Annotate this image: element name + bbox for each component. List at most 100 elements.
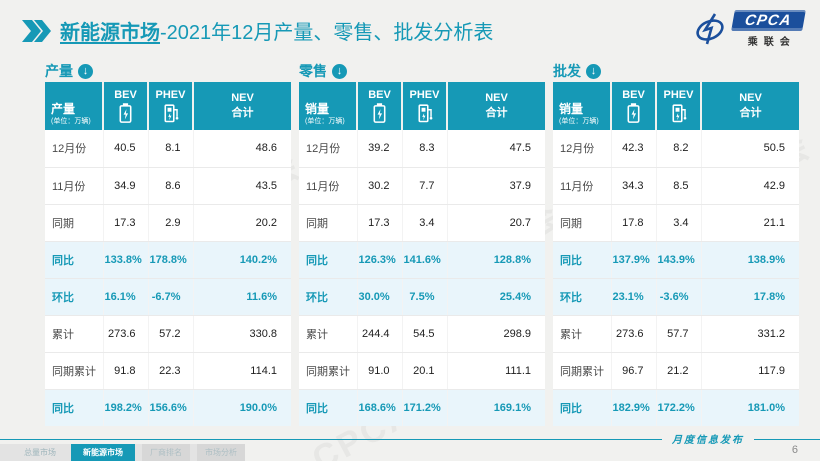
row-value: 17.8 — [611, 204, 657, 242]
footer-note: 月度信息发布 — [662, 431, 754, 446]
row-value: 48.6 — [193, 130, 291, 168]
row-label: 同期累计 — [45, 352, 104, 390]
row-value: 42.9 — [701, 167, 799, 205]
table-row: 同比 126.3% 141.6% 128.8% — [299, 241, 545, 279]
table-header-nev: NEV 合计 — [447, 82, 545, 130]
data-table: 产量 (单位：万辆) BEV — [45, 82, 291, 426]
table-row: 同期累计 96.7 21.2 117.9 — [553, 352, 799, 390]
table-section: 批发 ↓ 销量 (单位：万辆) BEV — [553, 60, 799, 426]
row-label: 同比 — [299, 241, 358, 279]
row-value: 17.3 — [103, 204, 149, 242]
table-row: 同比 168.6% 171.2% 169.1% — [299, 389, 545, 426]
col-bev-label: BEV — [622, 88, 645, 101]
row-label: 环比 — [45, 278, 104, 316]
col-nev-line1: NEV — [485, 92, 508, 105]
row-label: 累计 — [299, 315, 358, 353]
row-value: 47.5 — [447, 130, 545, 168]
row-value: 91.8 — [103, 352, 149, 390]
footer-divider — [0, 439, 820, 440]
page-title: 新能源市场-2021年12月产量、零售、批发分析表 — [60, 16, 493, 45]
row-value: 20.1 — [402, 352, 448, 390]
circle-down-arrow-icon: ↓ — [78, 63, 93, 79]
row-value: 298.9 — [447, 315, 545, 353]
row-value: 57.7 — [656, 315, 702, 353]
row-value: 21.2 — [656, 352, 702, 390]
table-header-bev: BEV — [103, 82, 149, 130]
table-section: 零售 ↓ 销量 (单位：万辆) BEV — [299, 60, 545, 426]
data-table: 销量 (单位：万辆) BEV — [299, 82, 545, 426]
logo-org-label: 乘联会 — [747, 37, 796, 48]
row-value: 143.9% — [656, 241, 702, 279]
table-header-phev: PHEV — [402, 82, 448, 130]
row-value: 198.2% — [103, 389, 149, 426]
row-value: 273.6 — [103, 315, 149, 353]
section-title: 批发 ↓ — [553, 60, 799, 82]
row-label: 11月份 — [45, 167, 104, 205]
table-row: 同期 17.3 2.9 20.2 — [45, 204, 291, 242]
col-nev-line2: 合计 — [485, 107, 508, 119]
row-value: 54.5 — [402, 315, 448, 353]
table-row: 同期累计 91.8 22.3 114.1 — [45, 352, 291, 390]
row-label: 同期累计 — [553, 352, 612, 390]
row-label-header: 销量 — [559, 101, 584, 116]
table-section: 产量 ↓ 产量 (单位：万辆) BEV — [45, 60, 291, 426]
row-value: 7.5% — [402, 278, 448, 316]
unit-note: (单位：万辆) — [51, 118, 91, 125]
section-title-text: 批发 — [553, 63, 581, 79]
table-row: 累计 244.4 54.5 298.9 — [299, 315, 545, 353]
table-body: 12月份 39.2 8.3 47.5 11月份 30.2 7.7 37.9 同期… — [299, 130, 545, 426]
page-title-highlight: 新能源市场 — [60, 22, 160, 44]
row-value: 171.2% — [402, 389, 448, 426]
col-nev-line2: 合计 — [739, 107, 762, 119]
table-row: 12月份 40.5 8.1 48.6 — [45, 130, 291, 168]
row-value: 8.2 — [656, 130, 702, 168]
row-label: 同期 — [45, 204, 104, 242]
row-label: 同期 — [299, 204, 358, 242]
row-value: 141.6% — [402, 241, 448, 279]
row-label: 同比 — [45, 241, 104, 279]
footer-tab-1[interactable]: 总量市场 — [24, 448, 56, 457]
footer-tab-2[interactable]: 新能源市场 — [71, 444, 135, 461]
page-title-rest: -2021年12月产量、零售、批发分析表 — [160, 22, 494, 44]
row-value: 111.1 — [447, 352, 545, 390]
section-title: 零售 ↓ — [299, 60, 545, 82]
table-header-label-cell: 产量 (单位：万辆) — [45, 82, 104, 130]
row-value: 172.2% — [656, 389, 702, 426]
double-chevron-icon — [22, 19, 52, 42]
row-value: 20.2 — [193, 204, 291, 242]
row-label-header: 销量 — [305, 101, 330, 116]
row-value: 96.7 — [611, 352, 657, 390]
table-row: 同比 198.2% 156.6% 190.0% — [45, 389, 291, 426]
charger-icon — [149, 103, 192, 123]
row-label: 累计 — [45, 315, 104, 353]
table-row: 同期 17.3 3.4 20.7 — [299, 204, 545, 242]
row-value: 137.9% — [611, 241, 657, 279]
table-row: 12月份 42.3 8.2 50.5 — [553, 130, 799, 168]
table-row: 同比 182.9% 172.2% 181.0% — [553, 389, 799, 426]
row-value: 11.6% — [193, 278, 291, 316]
col-phev-label: PHEV — [663, 88, 694, 101]
row-value: 7.7 — [402, 167, 448, 205]
row-value: 3.4 — [402, 204, 448, 242]
row-value: 57.2 — [148, 315, 194, 353]
row-label: 12月份 — [553, 130, 612, 168]
row-value: 22.3 — [148, 352, 194, 390]
data-table: 销量 (单位：万辆) BEV — [553, 82, 799, 426]
row-value: 117.9 — [701, 352, 799, 390]
row-value: 43.5 — [193, 167, 291, 205]
row-value: 156.6% — [148, 389, 194, 426]
row-value: 133.8% — [103, 241, 149, 279]
row-value: 8.3 — [402, 130, 448, 168]
row-value: 2.9 — [148, 204, 194, 242]
row-value: 25.4% — [447, 278, 545, 316]
circle-down-arrow-icon: ↓ — [332, 63, 347, 79]
row-value: 168.6% — [357, 389, 403, 426]
row-value: -3.6% — [656, 278, 702, 316]
row-value: 126.3% — [357, 241, 403, 279]
charger-icon — [403, 103, 446, 123]
footer-tab-4[interactable]: 市场分析 — [197, 444, 245, 461]
table-body: 12月份 40.5 8.1 48.6 11月份 34.9 8.6 43.5 同期… — [45, 130, 291, 426]
table-header-nev: NEV 合计 — [193, 82, 291, 130]
footer-tab-3[interactable]: 厂商排名 — [142, 444, 190, 461]
table-row: 环比 23.1% -3.6% 17.8% — [553, 278, 799, 316]
